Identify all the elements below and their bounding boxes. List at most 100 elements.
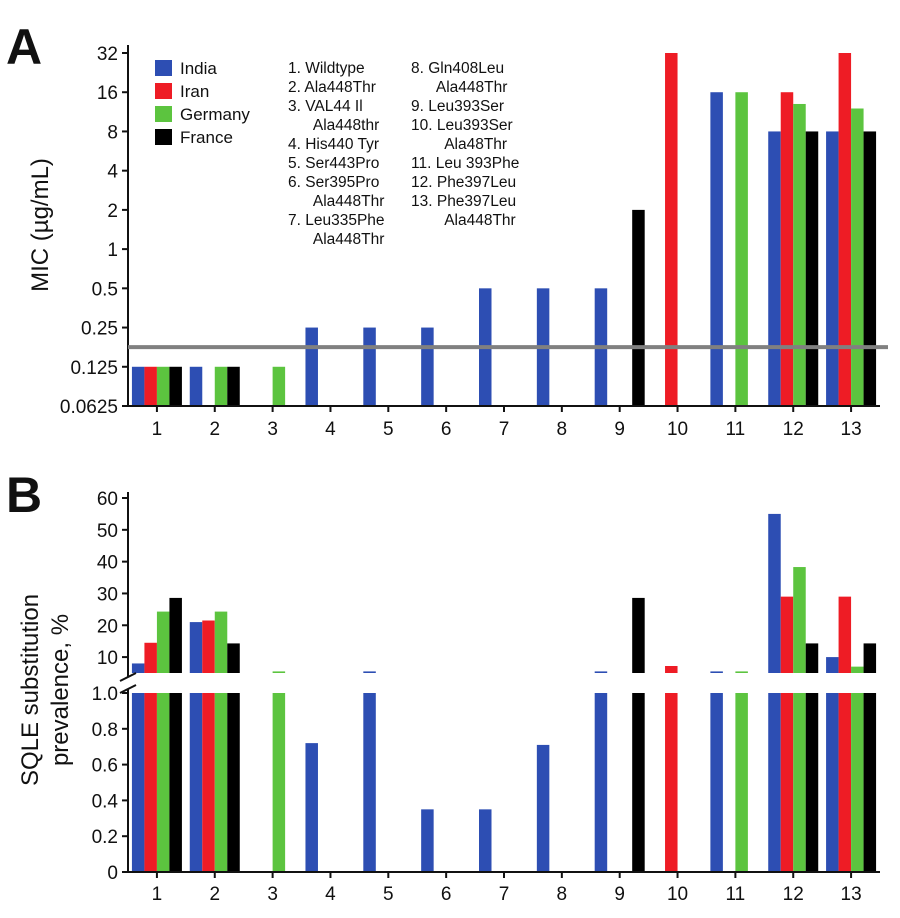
panel-b-ytick-label: 20 xyxy=(97,616,118,637)
bar-a-india-11 xyxy=(710,92,723,406)
substitution-list: 1. Wildtype 2. Ala448Thr 3. VAL44 Il Ala448… xyxy=(288,60,519,248)
bar-b-iran-1-lower xyxy=(144,693,157,872)
panel-b-xtick-label: 13 xyxy=(841,884,862,905)
bar-a-iran-10 xyxy=(665,53,678,406)
substitution-note: 10. Leu393Ser xyxy=(411,117,513,134)
bar-a-germany-11 xyxy=(735,92,748,406)
bar-b-iran-10 xyxy=(665,666,678,872)
bar-b-india-11-upper xyxy=(710,671,723,673)
legend-swatch-france xyxy=(155,129,172,145)
bar-b-iran-1 xyxy=(144,642,157,872)
bar-b-india-2-upper xyxy=(189,622,203,673)
panel-a-xtick-label: 1 xyxy=(152,419,163,440)
bar-b-india-1-lower xyxy=(131,693,145,872)
panel-a-letter: A xyxy=(6,19,42,75)
bar-b-germany-12 xyxy=(793,567,806,872)
legend: India Iran Germany France xyxy=(155,59,250,147)
panel-b-ytick-label: 0.8 xyxy=(92,720,118,741)
bar-a-india-1 xyxy=(131,366,145,406)
panel-a-xtick-label: 6 xyxy=(441,419,452,440)
axis-break-mark xyxy=(119,684,137,694)
bar-b-iran-12-upper xyxy=(780,596,794,673)
bar-b-france-2-upper xyxy=(227,643,240,673)
panel-b-xtick-label: 4 xyxy=(325,884,336,905)
panel-b-xtick-label: 7 xyxy=(499,884,510,905)
bar-b-india-1 xyxy=(131,663,145,872)
bar-a-france-13 xyxy=(863,131,877,406)
bar-b-india-5 xyxy=(363,671,376,872)
panel-a-ytick-label: 32 xyxy=(97,44,118,65)
panel-a-xtick-label: 11 xyxy=(726,419,746,440)
bar-a-india-5 xyxy=(363,327,376,406)
bar-b-germany-2-lower xyxy=(214,693,228,872)
bar-b-iran-10-upper xyxy=(665,666,678,673)
panel-a-ytick-label: 16 xyxy=(97,83,118,104)
bar-b-germany-3-upper xyxy=(272,671,286,673)
bar-b-germany-2 xyxy=(214,611,228,872)
panel-a-ytick-label: 0.5 xyxy=(92,279,118,300)
substitution-note: Ala448Thr xyxy=(313,193,385,210)
bar-b-germany-11 xyxy=(735,671,748,872)
panel-a-ytick-label: 2 xyxy=(107,201,118,222)
bar-a-germany-2 xyxy=(214,366,228,406)
bar-b-germany-1 xyxy=(156,611,170,872)
bar-a-germany-1 xyxy=(156,366,170,406)
substitution-note: 1. Wildtype xyxy=(288,60,365,77)
bar-b-france-12-lower xyxy=(805,693,819,872)
bar-b-germany-11-upper xyxy=(735,671,748,673)
bar-b-india-13-upper xyxy=(826,657,839,673)
axis-break-mark xyxy=(119,672,137,682)
bar-b-india-12 xyxy=(768,513,781,872)
bar-b-germany-13 xyxy=(851,666,864,872)
panel-b-ytick-label: 0 xyxy=(107,863,118,884)
bar-b-germany-1-upper xyxy=(156,611,170,673)
panel-a-xtick-label: 12 xyxy=(783,419,804,440)
bar-b-france-1-upper xyxy=(169,597,182,673)
bar-b-germany-12-lower xyxy=(793,693,806,872)
panel-b-y-label-line: prevalence, % xyxy=(47,614,74,766)
substitution-note: 6. Ser395Pro xyxy=(288,174,379,191)
bar-b-france-1 xyxy=(169,597,182,872)
bar-b-india-9 xyxy=(594,671,608,872)
bar-b-france-13-upper xyxy=(863,643,877,673)
panel-a-ytick-label: 0.0625 xyxy=(60,397,118,418)
panel-b-xtick-label: 1 xyxy=(152,884,163,905)
panel-a-xtick-label: 5 xyxy=(383,419,394,440)
bar-b-india-9-lower xyxy=(594,693,608,872)
bar-a-iran-12 xyxy=(780,92,794,406)
substitution-note: Ala48Thr xyxy=(444,136,507,153)
substitution-note: 12. Phe397Leu xyxy=(411,174,516,191)
legend-label-india: India xyxy=(180,59,217,78)
bar-b-germany-3 xyxy=(272,671,286,872)
bar-b-india-5-upper xyxy=(363,671,376,673)
bar-b-india-12-upper xyxy=(768,513,781,673)
bar-b-india-12-lower xyxy=(768,693,781,872)
panel-a-xtick-label: 2 xyxy=(209,419,220,440)
panel-b-xtick-label: 12 xyxy=(783,884,804,905)
panel-a-xtick-label: 4 xyxy=(325,419,336,440)
substitution-note: 11. Leu 393Phe xyxy=(411,155,519,172)
substitution-note: 9. Leu393Ser xyxy=(411,98,504,115)
bar-b-iran-13 xyxy=(838,596,852,872)
bar-b-india-7 xyxy=(479,809,492,872)
bar-b-france-9 xyxy=(632,597,645,872)
bar-a-india-6 xyxy=(421,327,434,406)
bar-b-france-2 xyxy=(227,643,240,872)
substitution-note: Ala448Thr xyxy=(444,212,516,229)
bar-b-iran-10-lower xyxy=(665,693,678,872)
legend-label-iran: Iran xyxy=(180,82,209,101)
panel-b-xtick-label: 3 xyxy=(267,884,278,905)
panel-b-ytick-label: 0.2 xyxy=(92,827,118,848)
panel-b-xtick-label: 6 xyxy=(441,884,452,905)
legend-swatch-germany xyxy=(155,106,172,122)
bar-b-india-2-lower xyxy=(189,693,203,872)
panel-b-letter: B xyxy=(6,467,42,523)
substitution-note: 7. Leu335Phe xyxy=(288,212,385,229)
bar-b-germany-2-upper xyxy=(214,611,228,673)
bar-b-iran-2-lower xyxy=(202,693,215,872)
panel-b-ytick-label: 0.4 xyxy=(92,791,119,812)
substitution-note: Ala448Thr xyxy=(313,231,385,248)
bar-b-india-13 xyxy=(826,657,839,872)
bar-b-india-4 xyxy=(305,743,318,872)
